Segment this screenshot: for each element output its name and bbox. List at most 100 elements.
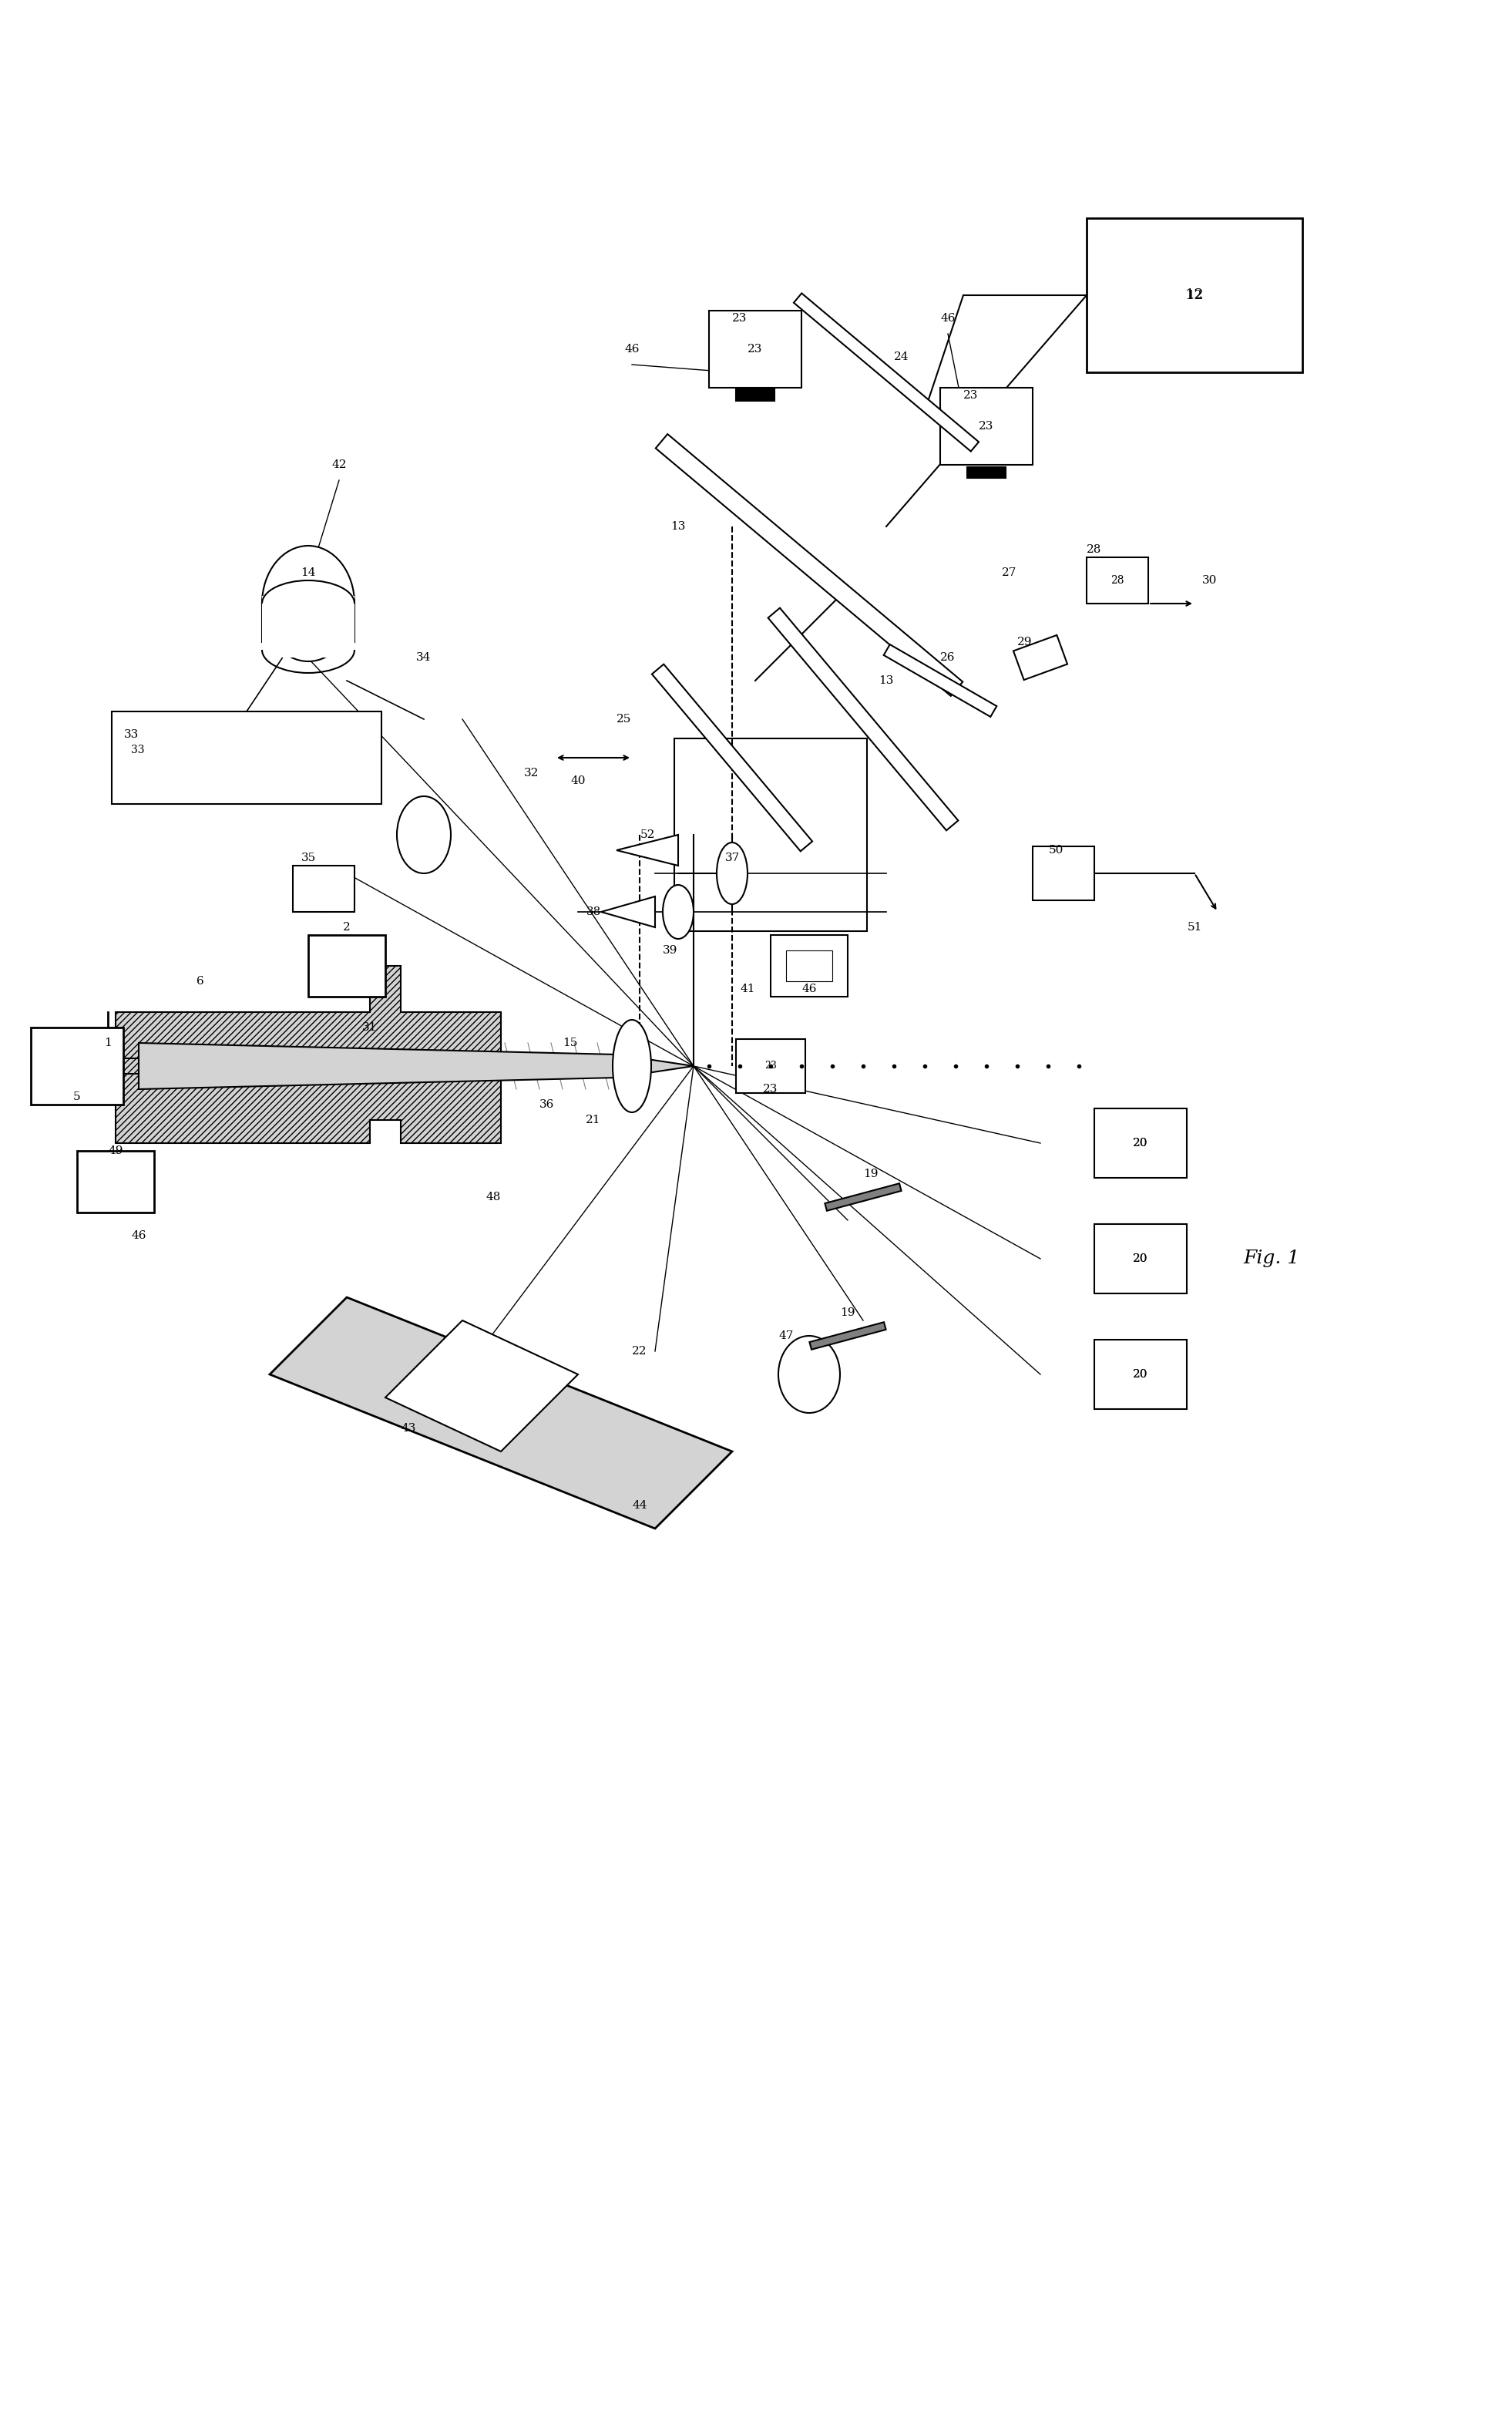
Text: 52: 52 — [640, 828, 655, 840]
Polygon shape — [293, 865, 354, 913]
Text: 33: 33 — [132, 744, 145, 756]
Text: 34: 34 — [416, 652, 431, 662]
Text: 32: 32 — [525, 768, 540, 778]
Text: 20: 20 — [1132, 1137, 1148, 1150]
Polygon shape — [736, 1038, 806, 1094]
Polygon shape — [112, 712, 381, 804]
Polygon shape — [709, 312, 801, 389]
Text: 43: 43 — [401, 1422, 416, 1435]
Text: 23: 23 — [963, 391, 978, 401]
Text: 41: 41 — [739, 983, 754, 995]
Text: 33: 33 — [124, 729, 139, 739]
Ellipse shape — [662, 884, 694, 939]
Text: 38: 38 — [587, 906, 600, 918]
Text: 12: 12 — [1187, 290, 1202, 299]
Text: 19: 19 — [841, 1307, 856, 1319]
Polygon shape — [652, 664, 812, 850]
Polygon shape — [1095, 1340, 1187, 1408]
Text: 5: 5 — [74, 1092, 80, 1101]
Polygon shape — [139, 1043, 694, 1089]
Text: 26: 26 — [940, 652, 956, 662]
Polygon shape — [1087, 558, 1148, 604]
Polygon shape — [269, 1297, 732, 1529]
Text: 46: 46 — [624, 343, 640, 355]
Text: 23: 23 — [978, 420, 993, 432]
Text: 5: 5 — [73, 1060, 82, 1072]
Polygon shape — [968, 466, 1005, 478]
Polygon shape — [674, 739, 866, 932]
Polygon shape — [736, 389, 774, 401]
Text: 20: 20 — [1132, 1253, 1148, 1263]
Polygon shape — [1033, 845, 1095, 901]
Text: 13: 13 — [878, 676, 894, 686]
Polygon shape — [1013, 635, 1067, 681]
Text: 31: 31 — [363, 1022, 378, 1034]
Text: 1: 1 — [80, 1036, 89, 1051]
Polygon shape — [115, 966, 500, 1142]
Text: 20: 20 — [1132, 1369, 1148, 1379]
Ellipse shape — [396, 797, 451, 874]
Text: 37: 37 — [724, 852, 739, 862]
Ellipse shape — [262, 546, 354, 662]
Text: 27: 27 — [1002, 568, 1018, 577]
Text: 36: 36 — [540, 1099, 555, 1111]
Text: 14: 14 — [301, 568, 316, 577]
Text: 39: 39 — [662, 944, 677, 956]
Text: 46: 46 — [801, 983, 816, 995]
Text: 42: 42 — [331, 459, 346, 471]
Ellipse shape — [612, 1019, 652, 1113]
Text: 2: 2 — [343, 959, 351, 973]
Text: 46: 46 — [940, 314, 956, 324]
Polygon shape — [30, 1026, 124, 1104]
Text: 15: 15 — [562, 1038, 578, 1048]
Polygon shape — [602, 896, 655, 927]
Ellipse shape — [717, 843, 747, 903]
Polygon shape — [809, 1321, 886, 1350]
Polygon shape — [771, 935, 848, 997]
Polygon shape — [826, 1183, 901, 1210]
Polygon shape — [1095, 1224, 1187, 1294]
Polygon shape — [883, 645, 996, 717]
Text: 28: 28 — [1111, 575, 1125, 587]
Text: 13: 13 — [671, 522, 685, 531]
Text: 23: 23 — [732, 314, 747, 324]
Text: 49: 49 — [107, 1176, 122, 1188]
Text: 21: 21 — [585, 1116, 600, 1125]
Ellipse shape — [779, 1335, 841, 1413]
Text: 22: 22 — [632, 1345, 647, 1357]
Text: 25: 25 — [617, 715, 632, 724]
Text: 20: 20 — [1132, 1137, 1148, 1150]
Text: 29: 29 — [1018, 638, 1033, 647]
Polygon shape — [786, 952, 832, 980]
Text: 51: 51 — [1187, 923, 1202, 932]
Polygon shape — [308, 935, 386, 997]
Text: 44: 44 — [632, 1500, 647, 1512]
Text: 48: 48 — [485, 1191, 500, 1203]
Text: 6: 6 — [197, 976, 204, 988]
Polygon shape — [386, 1321, 578, 1451]
Text: 40: 40 — [570, 775, 585, 787]
Polygon shape — [794, 292, 978, 452]
Text: 23: 23 — [748, 343, 762, 355]
Text: 50: 50 — [1048, 845, 1063, 855]
Text: 20: 20 — [1132, 1253, 1148, 1263]
Polygon shape — [768, 609, 959, 831]
Text: 24: 24 — [894, 353, 909, 362]
Text: 30: 30 — [1202, 575, 1217, 587]
Text: Fig. 1: Fig. 1 — [1243, 1251, 1300, 1268]
Polygon shape — [262, 597, 354, 657]
Text: 12: 12 — [1185, 287, 1204, 302]
Text: 47: 47 — [779, 1331, 794, 1340]
Text: 28: 28 — [1087, 543, 1102, 555]
Polygon shape — [617, 836, 679, 865]
Polygon shape — [1087, 217, 1302, 372]
Text: 35: 35 — [301, 852, 316, 862]
Polygon shape — [1095, 1108, 1187, 1179]
Polygon shape — [77, 1152, 154, 1212]
Text: 46: 46 — [132, 1229, 147, 1241]
Text: 23: 23 — [765, 1060, 777, 1072]
Text: 1: 1 — [104, 1038, 112, 1048]
Text: 19: 19 — [863, 1169, 878, 1179]
Polygon shape — [940, 389, 1033, 464]
Text: 20: 20 — [1132, 1369, 1148, 1379]
